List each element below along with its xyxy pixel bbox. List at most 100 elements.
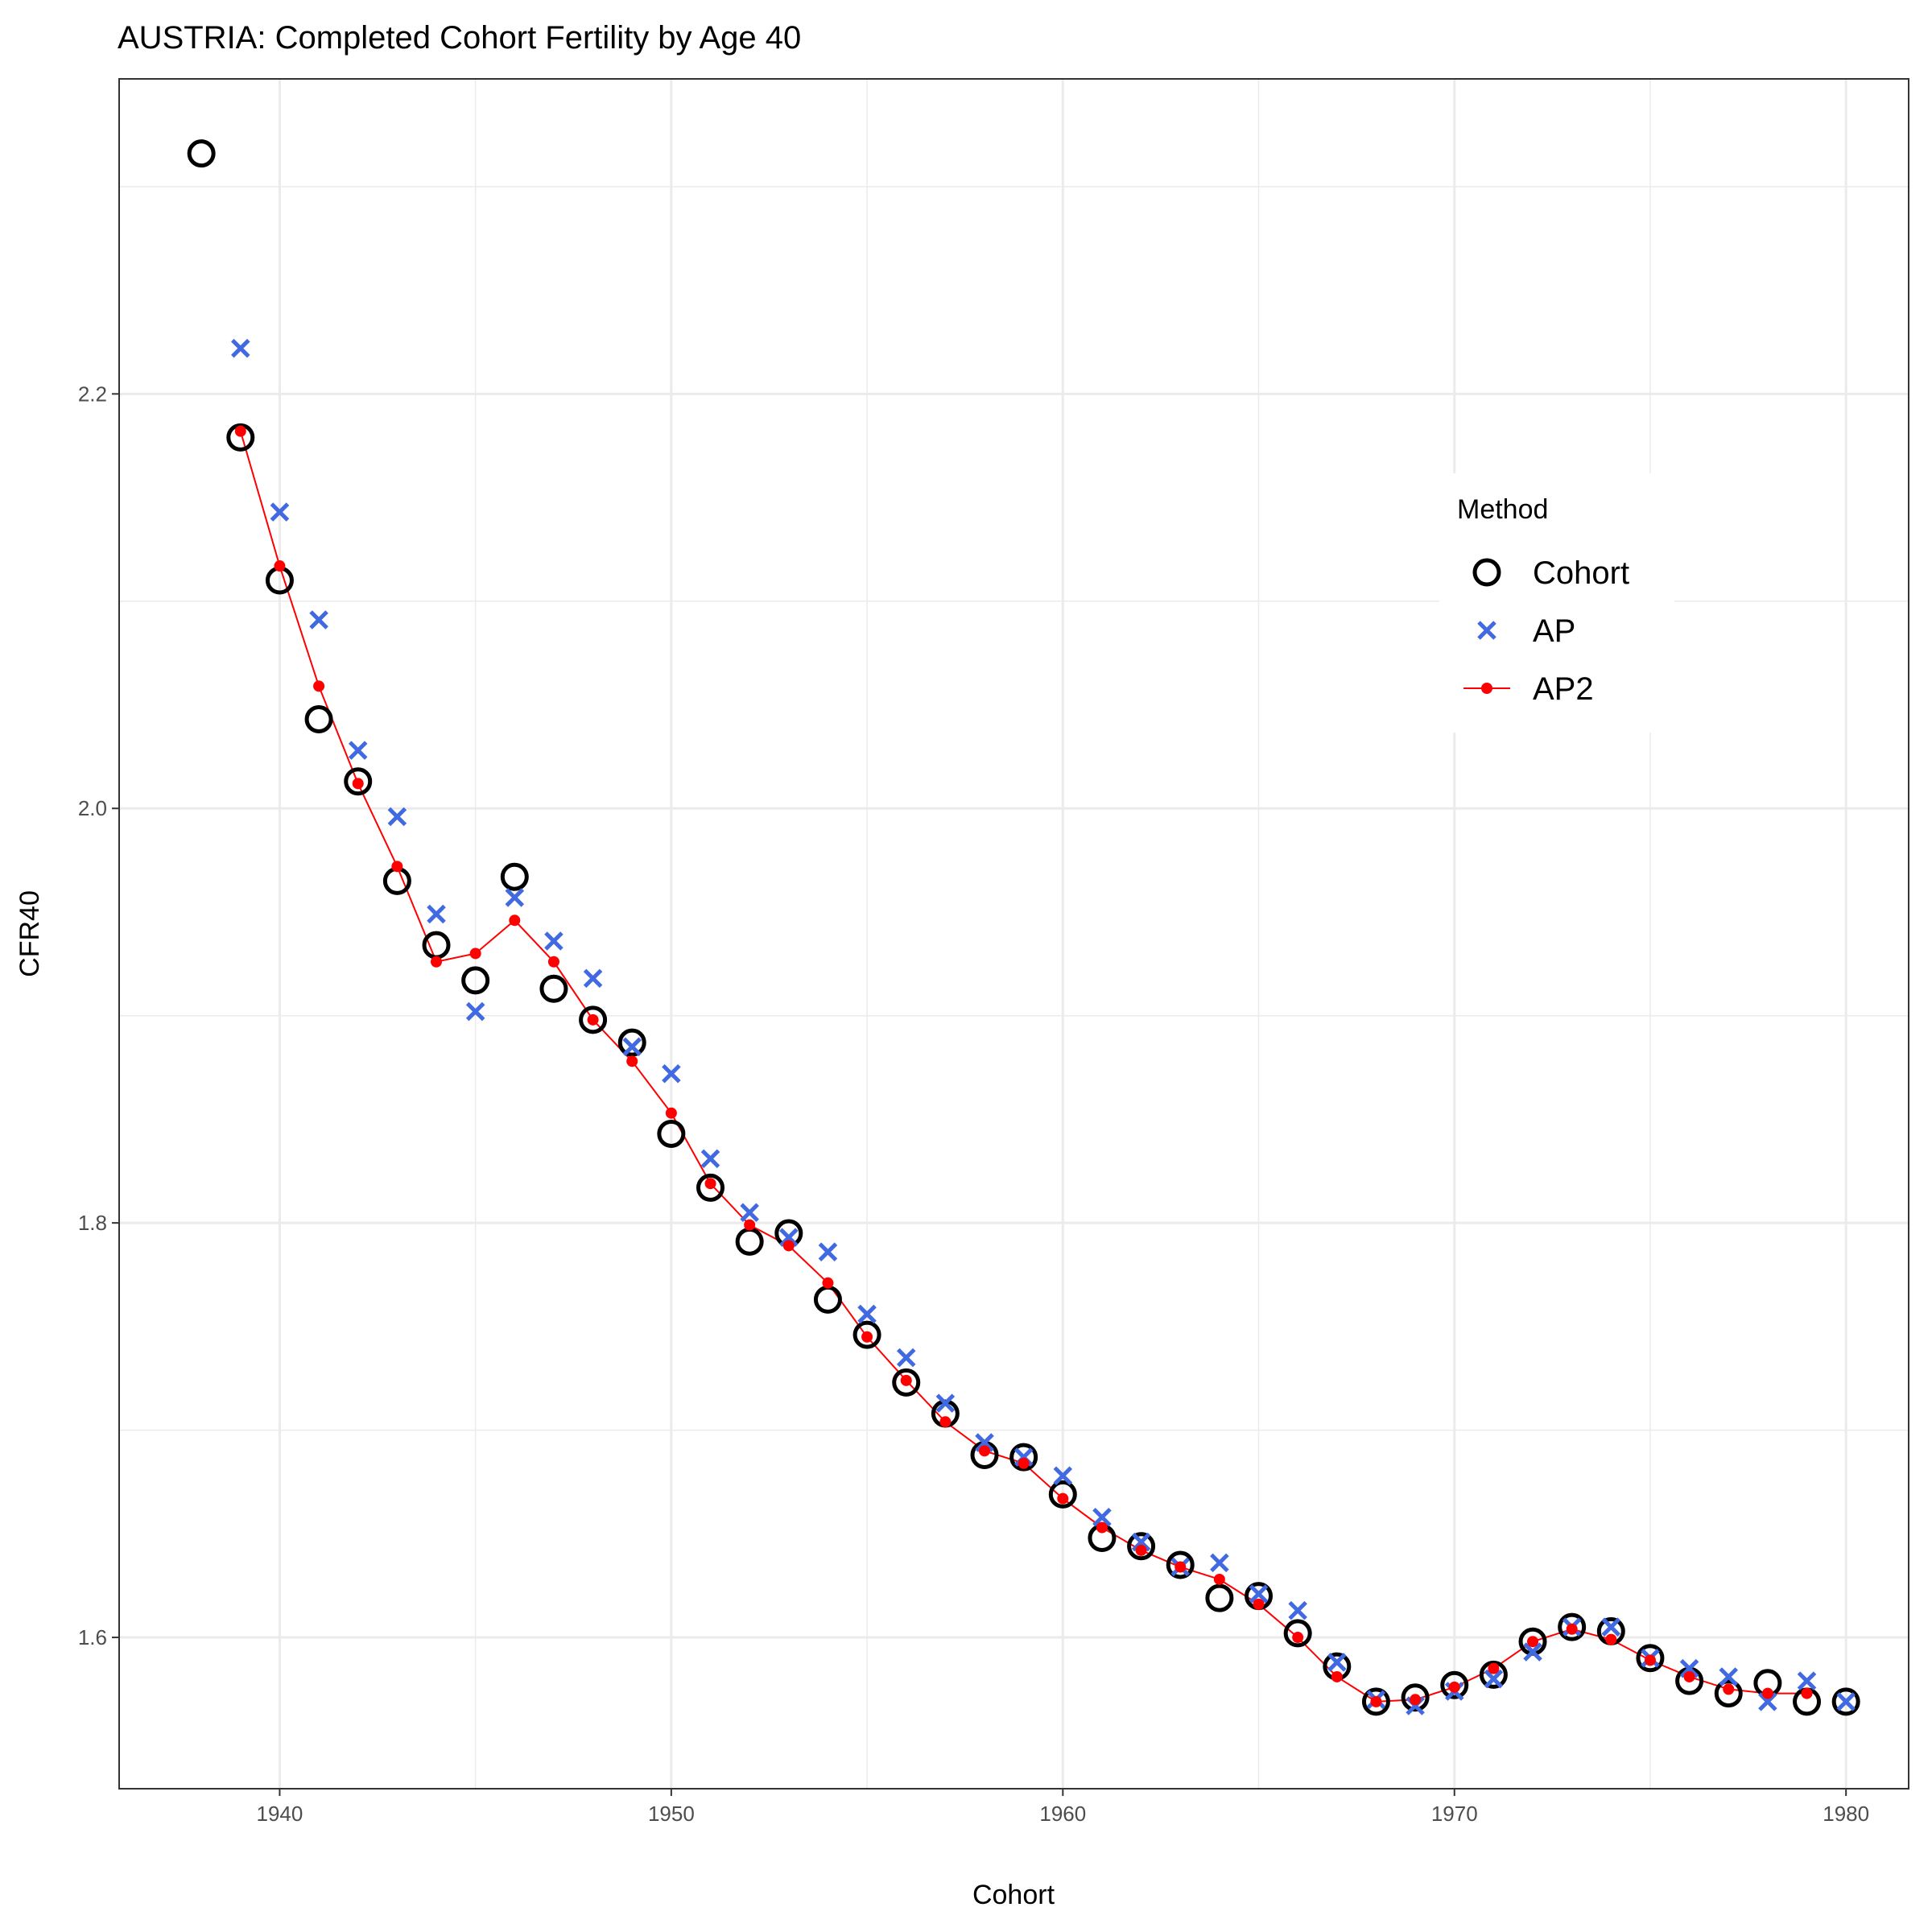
x-axis-title: Cohort (972, 1880, 1055, 1910)
ap-point (270, 502, 290, 522)
ap-point (387, 807, 407, 827)
ap-point (975, 1433, 994, 1452)
ap2-point (1410, 1694, 1422, 1706)
ap-point (309, 610, 328, 630)
ap2-point (1488, 1662, 1500, 1674)
ap2-point (313, 680, 325, 692)
ap2-point (744, 1219, 756, 1231)
ap2-point (547, 956, 559, 968)
ap2-point (822, 1277, 834, 1289)
ap-point (857, 1304, 877, 1324)
ap2-point (979, 1445, 991, 1457)
ap2-point (1018, 1457, 1030, 1469)
cohort-point (1479, 1660, 1508, 1689)
ap-point (1131, 1532, 1151, 1552)
cohort-point (461, 966, 490, 995)
data-layer (187, 139, 1860, 1716)
x-tick-label: 1980 (1823, 1802, 1869, 1826)
ap-point (1210, 1553, 1229, 1573)
cohort-point (187, 139, 216, 168)
chart-title: AUSTRIA: Completed Cohort Fertility by A… (118, 20, 801, 56)
ap2-point (274, 560, 286, 572)
ap2-point (1135, 1544, 1147, 1556)
ap2-point (587, 1013, 599, 1026)
ap-point (1288, 1600, 1307, 1620)
ap-point (818, 1242, 838, 1261)
ap-point (427, 904, 446, 924)
cohort-point (657, 1119, 686, 1148)
legend-label-ap: AP (1533, 613, 1575, 649)
ap-point (1092, 1507, 1112, 1527)
plot-panel-border (118, 78, 1909, 1790)
ap-point (622, 1037, 642, 1057)
ap2-point (900, 1374, 912, 1386)
ap-point (505, 888, 525, 907)
ap2-point (1448, 1681, 1460, 1693)
ap2-point (1761, 1687, 1773, 1699)
cohort-point (1283, 1619, 1312, 1648)
cohort-point (1166, 1550, 1195, 1579)
x-tick-label: 1950 (648, 1802, 695, 1826)
x-tick-label: 1940 (257, 1802, 303, 1826)
ap-point (465, 1001, 485, 1022)
ap2-point (431, 956, 443, 968)
x-tick-label: 1970 (1431, 1802, 1478, 1826)
cohort-point (1009, 1443, 1038, 1472)
legend-title: Method (1457, 494, 1548, 525)
x-tick-label: 1960 (1039, 1802, 1086, 1826)
cohort-point (1361, 1687, 1390, 1716)
ap-point (348, 741, 368, 760)
ap-point (662, 1064, 681, 1084)
ap2-point (1644, 1654, 1656, 1666)
cohort-point (304, 705, 333, 734)
cohort-point (344, 767, 373, 796)
y-tick-label: 1.6 (78, 1625, 107, 1649)
ap-point (544, 931, 564, 951)
ap2-point (1527, 1636, 1539, 1648)
cohort-point (1714, 1679, 1743, 1708)
cohort-point (500, 862, 529, 891)
ap2-point (1683, 1670, 1695, 1682)
ap-point (935, 1393, 956, 1413)
y-tick-label: 2.0 (78, 796, 107, 820)
legend-ap-marker (1477, 621, 1496, 640)
cohort-point (852, 1320, 881, 1349)
cohort-point (1048, 1480, 1077, 1509)
ap-point (1523, 1642, 1542, 1662)
ap-point (1797, 1671, 1817, 1690)
cohort-point (1636, 1644, 1665, 1673)
ap2-point (1723, 1683, 1735, 1695)
ap-point (1719, 1667, 1739, 1686)
ap-point (583, 968, 603, 989)
ap-point (1601, 1617, 1621, 1637)
ap-point (779, 1228, 799, 1247)
ap-point (896, 1348, 916, 1368)
legend-background (1439, 473, 1674, 733)
ap2-point (1801, 1687, 1813, 1699)
cohort-point (226, 423, 255, 452)
cohort-point (579, 1005, 608, 1034)
ap-point (700, 1149, 720, 1169)
ap2-point (509, 914, 521, 927)
cohort-point (1127, 1532, 1156, 1561)
ap2-point (1605, 1633, 1617, 1645)
legend: Method Cohort AP AP2 (1439, 473, 1674, 733)
cohort-point (892, 1368, 921, 1397)
ap2-point (704, 1178, 716, 1190)
ap2-point (391, 861, 403, 873)
legend-ap2-marker (1481, 683, 1492, 694)
cohort-point (1401, 1683, 1430, 1712)
ap2-point (234, 425, 246, 437)
legend-cohort-marker (1472, 558, 1501, 587)
y-tick-label: 1.8 (78, 1211, 107, 1235)
ap2-point (352, 778, 364, 790)
axes: 1940 1950 1960 1970 1980 1.6 1.8 2.0 2.2 (78, 382, 1869, 1826)
ap-point (231, 338, 250, 358)
ap-point (1249, 1584, 1269, 1604)
ap2-point (665, 1107, 677, 1119)
y-axis-title: CFR40 (14, 890, 45, 977)
ap2-point (1057, 1492, 1069, 1505)
ap2-point (782, 1240, 795, 1252)
